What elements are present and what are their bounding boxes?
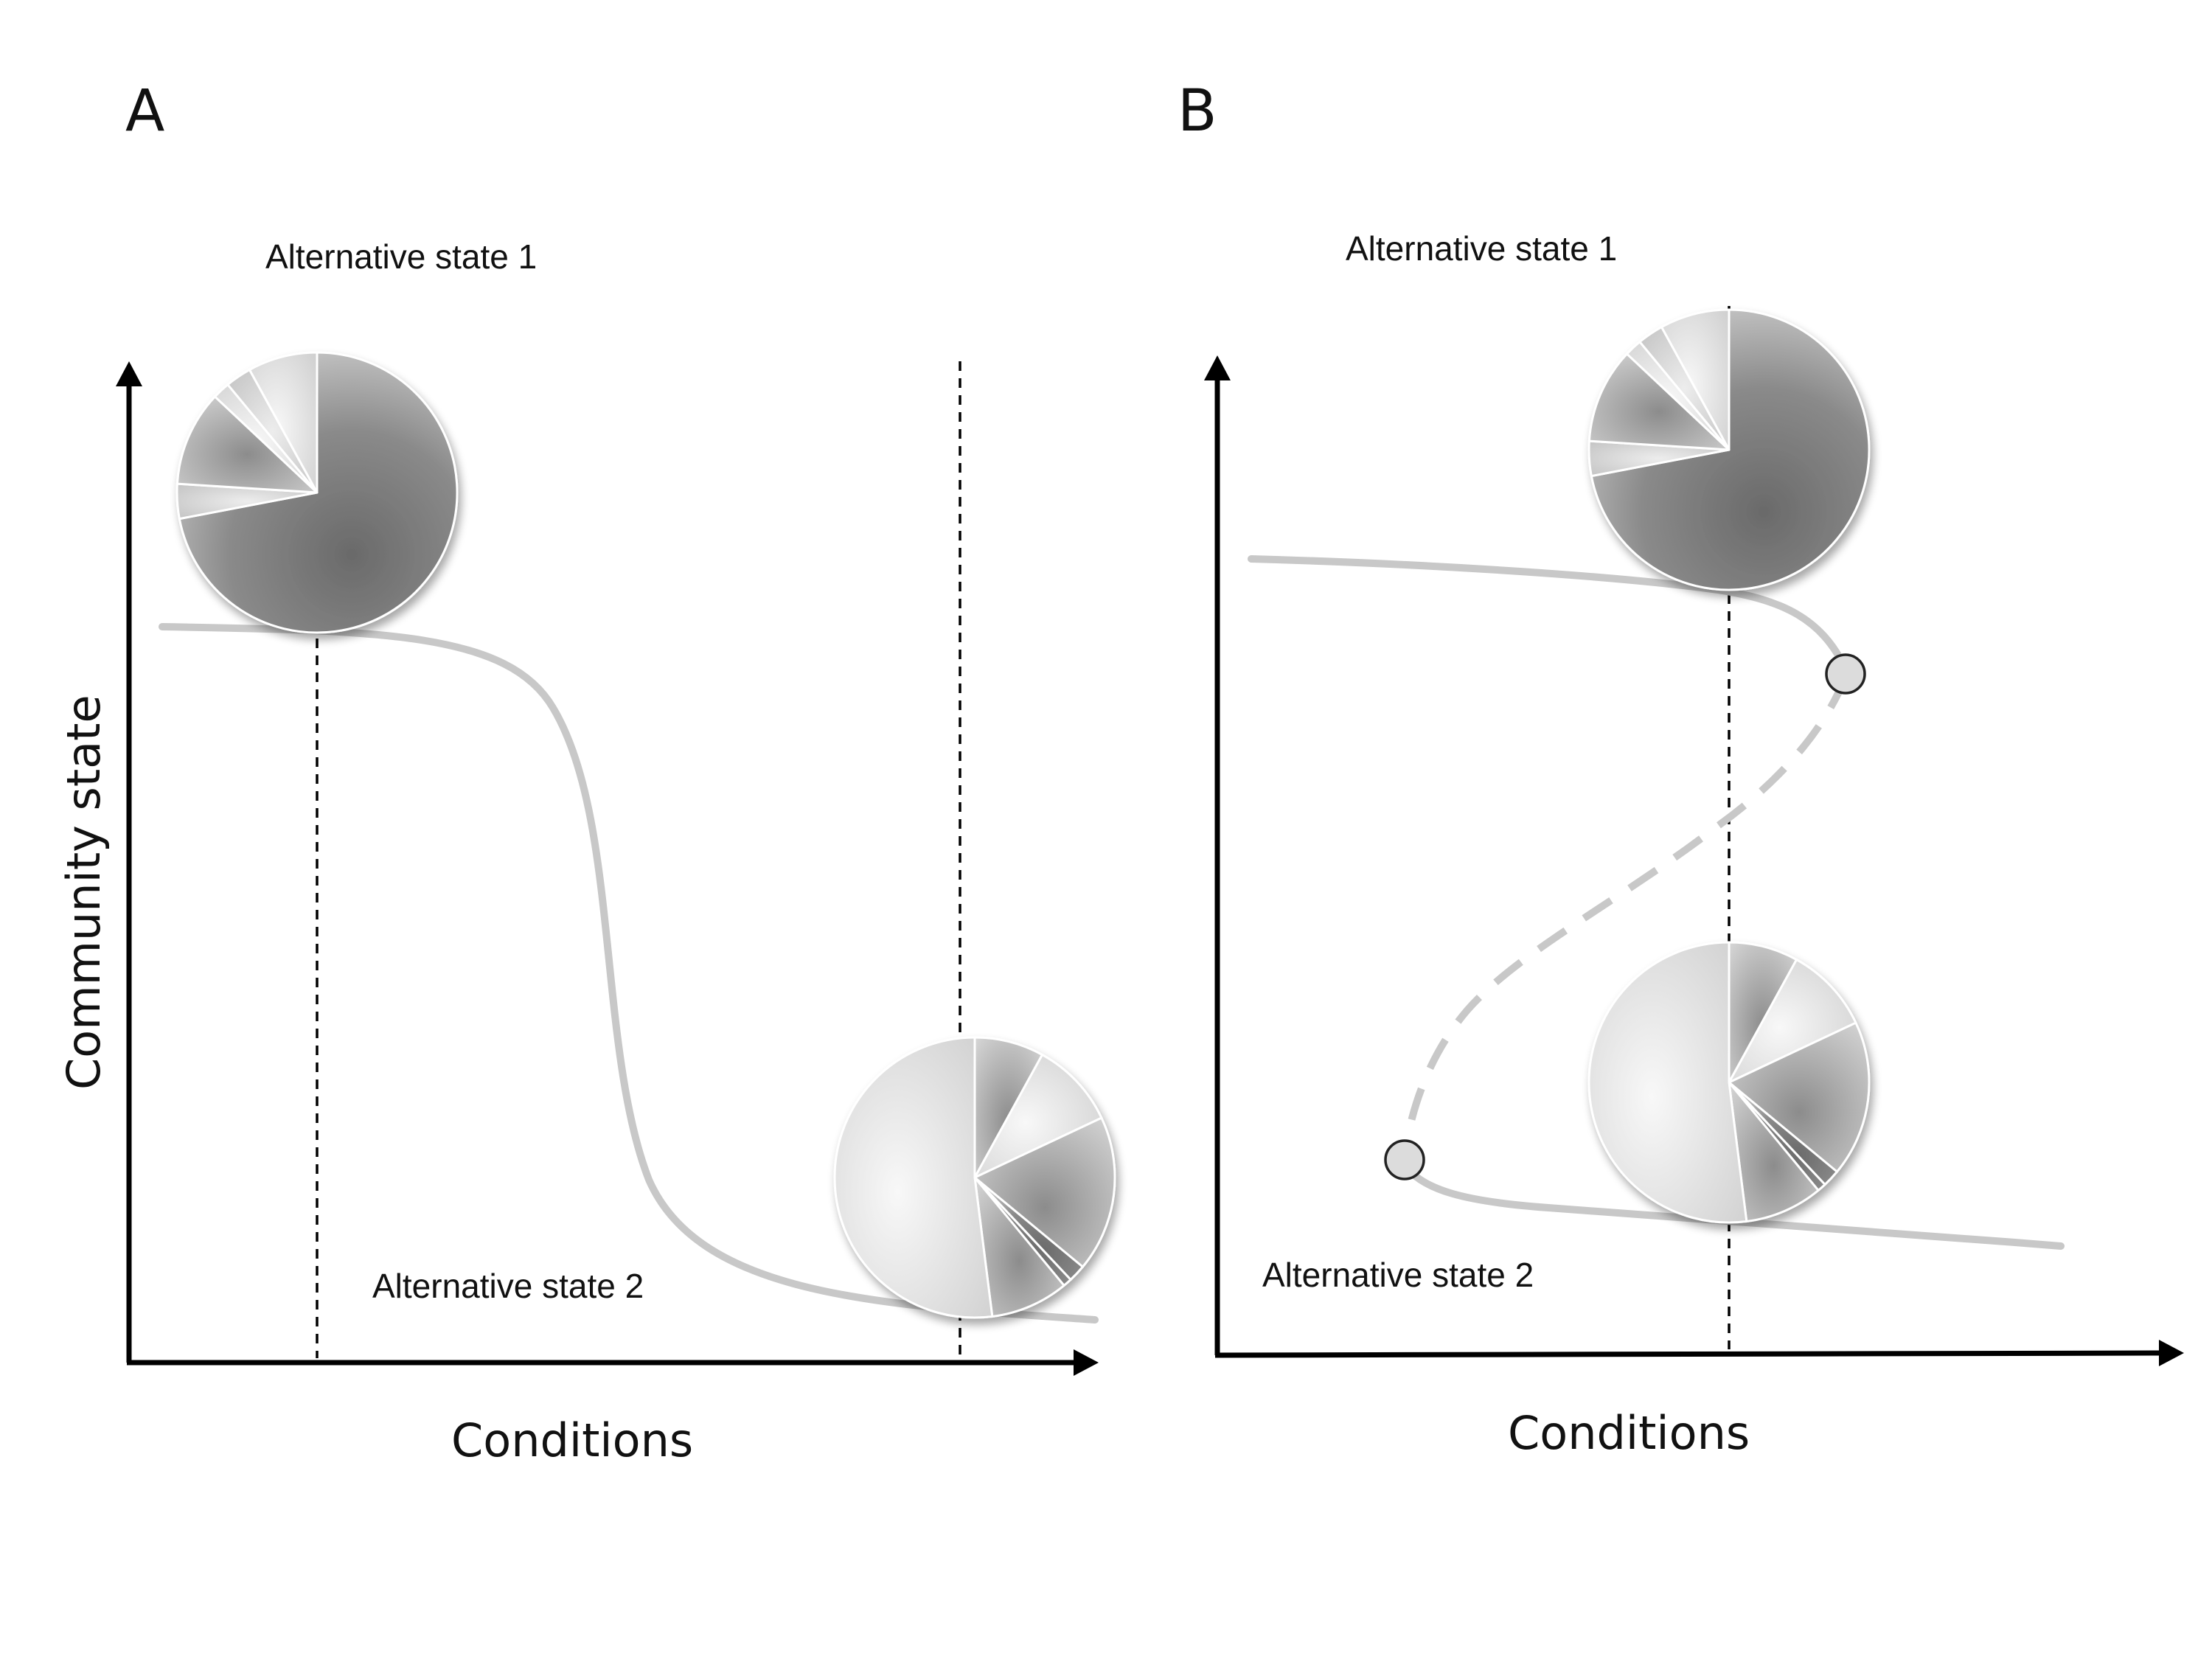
- panel-b-unstable-branch: [1401, 677, 1848, 1155]
- panel-a: A Alternative state 1 Alternative state …: [57, 78, 1116, 1467]
- panel-a-x-arrow: [1074, 1349, 1099, 1376]
- panel-a-pie-state-2-slice-3: [973, 1116, 1116, 1268]
- panel-a-y-axis-label: Community state: [57, 695, 111, 1090]
- panel-a-pie-state-2-slice-7: [833, 1036, 994, 1319]
- panel-a-pie-state-1-slice-3: [175, 395, 319, 494]
- panel-a-pie-state-1: [175, 351, 459, 634]
- panel-b-upper-tipping-point: [1825, 653, 1866, 695]
- panel-a-y-arrow: [116, 361, 142, 386]
- panel-b-pie-state-2-slice-3: [1728, 1021, 1871, 1173]
- panel-b-x-axis-label: Conditions: [1508, 1406, 1750, 1460]
- panel-b-pie-state-1: [1587, 308, 1871, 591]
- panel-b-pie-state-2: [1587, 941, 1871, 1224]
- panel-b-state-1-label: Alternative state 1: [1346, 229, 1617, 268]
- panel-a-pie-state-1-slice-1: [178, 351, 459, 634]
- panel-a-letter: A: [125, 78, 164, 145]
- panel-b-x-arrow: [2159, 1340, 2184, 1366]
- panel-a-state-2-label: Alternative state 2: [372, 1267, 644, 1305]
- panel-a-response-curve: [159, 623, 1099, 1324]
- panel-a-pie-state-2-slice-1: [973, 1036, 1044, 1179]
- panel-a-pie-state-2: [833, 1036, 1116, 1319]
- panel-b-pie-state-2-slice-6: [1728, 1081, 1820, 1222]
- panel-b-lower-stable-branch: [1401, 1161, 2065, 1250]
- panel-b-pie-state-1-slice-1: [1590, 308, 1871, 591]
- panel-b-state-2-label: Alternative state 2: [1262, 1256, 1534, 1294]
- panel-a-state-1-label: Alternative state 1: [265, 237, 537, 276]
- panel-b-x-axis: [1214, 1350, 2161, 1358]
- panel-a-x-axis-label: Conditions: [451, 1413, 693, 1467]
- panel-b-pie-state-2-slice-2: [1728, 959, 1857, 1084]
- panel-b-letter: B: [1178, 78, 1217, 145]
- panel-a-pie-state-2-slice-6: [973, 1176, 1065, 1318]
- panel-b-y-arrow: [1204, 355, 1231, 380]
- panel-b-pie-state-1-slice-3: [1587, 352, 1731, 451]
- panel-b-pie-state-2-slice-1: [1728, 941, 1798, 1084]
- panel-a-pie-state-1-slice-6: [248, 351, 319, 494]
- panel-b-pie-state-2-slice-7: [1587, 941, 1748, 1224]
- panel-b-upper-stable-branch: [1248, 555, 1848, 671]
- panel-b: B Alternative state 1 Alternative state …: [1178, 78, 2184, 1460]
- panel-b-pie-state-1-slice-6: [1660, 308, 1731, 451]
- panel-a-pie-state-2-slice-2: [973, 1054, 1103, 1179]
- panel-b-lower-tipping-point: [1384, 1139, 1425, 1180]
